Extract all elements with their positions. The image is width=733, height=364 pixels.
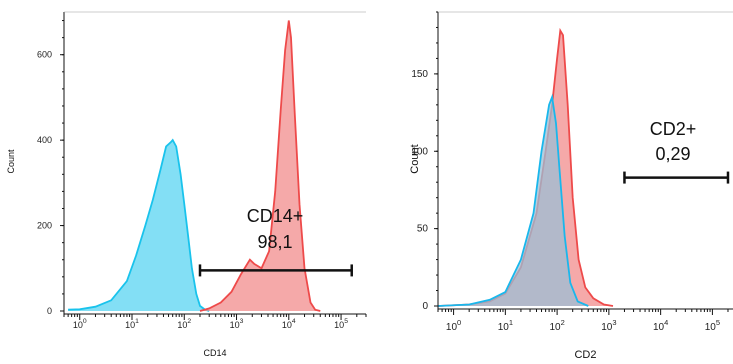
y-tick-label: 600 bbox=[37, 50, 52, 60]
x-tick-label: 105 bbox=[705, 318, 720, 333]
series-1-area bbox=[200, 20, 321, 311]
y-axis-label: Count bbox=[409, 144, 421, 173]
gate-value: 0,29 bbox=[655, 144, 690, 164]
x-axis-label: CD2 bbox=[574, 349, 596, 361]
y-tick-label: 0 bbox=[422, 301, 428, 312]
y-tick-label: 100 bbox=[411, 146, 428, 157]
x-tick-label: 103 bbox=[230, 318, 244, 330]
series-0-area bbox=[68, 140, 210, 311]
series-1-line bbox=[437, 93, 589, 307]
y-tick-label: 400 bbox=[37, 135, 52, 145]
y-axis-label: Count bbox=[6, 149, 16, 174]
x-tick-label: 101 bbox=[125, 318, 139, 330]
cd2-histogram-panel: 0 50 100 150 100 101 102 103 104 105 CD2 Count CD2+ 0… bbox=[409, 11, 733, 361]
x-tick-label: 102 bbox=[177, 318, 191, 330]
y-tick-label: 150 bbox=[411, 69, 428, 80]
x-tick-label: 103 bbox=[601, 318, 616, 333]
x-tick-label: 102 bbox=[549, 318, 564, 333]
x-tick-label: 104 bbox=[282, 318, 296, 330]
series-0-line bbox=[68, 138, 210, 312]
y-tick-label: 0 bbox=[47, 306, 52, 316]
cd14-histogram-panel: 0 200 400 600 100 101 102 103 104 105 CD14 Count CD1… bbox=[6, 11, 367, 358]
series-1-area bbox=[438, 97, 589, 306]
gate-value: 98,1 bbox=[257, 232, 292, 252]
x-tick-label: 105 bbox=[334, 318, 348, 330]
gate-label: CD14+ bbox=[247, 206, 304, 226]
series-0-area bbox=[438, 30, 613, 306]
gate-label: CD2+ bbox=[650, 119, 697, 139]
series-1-line bbox=[199, 20, 321, 312]
x-axis-label: CD14 bbox=[203, 348, 226, 358]
x-tick-label: 100 bbox=[446, 318, 461, 333]
x-tick-label: 100 bbox=[73, 318, 87, 330]
x-tick-label: 101 bbox=[498, 318, 513, 333]
y-tick-label: 200 bbox=[37, 221, 52, 231]
y-tick-label: 50 bbox=[417, 224, 429, 235]
x-tick-label: 104 bbox=[653, 318, 668, 333]
